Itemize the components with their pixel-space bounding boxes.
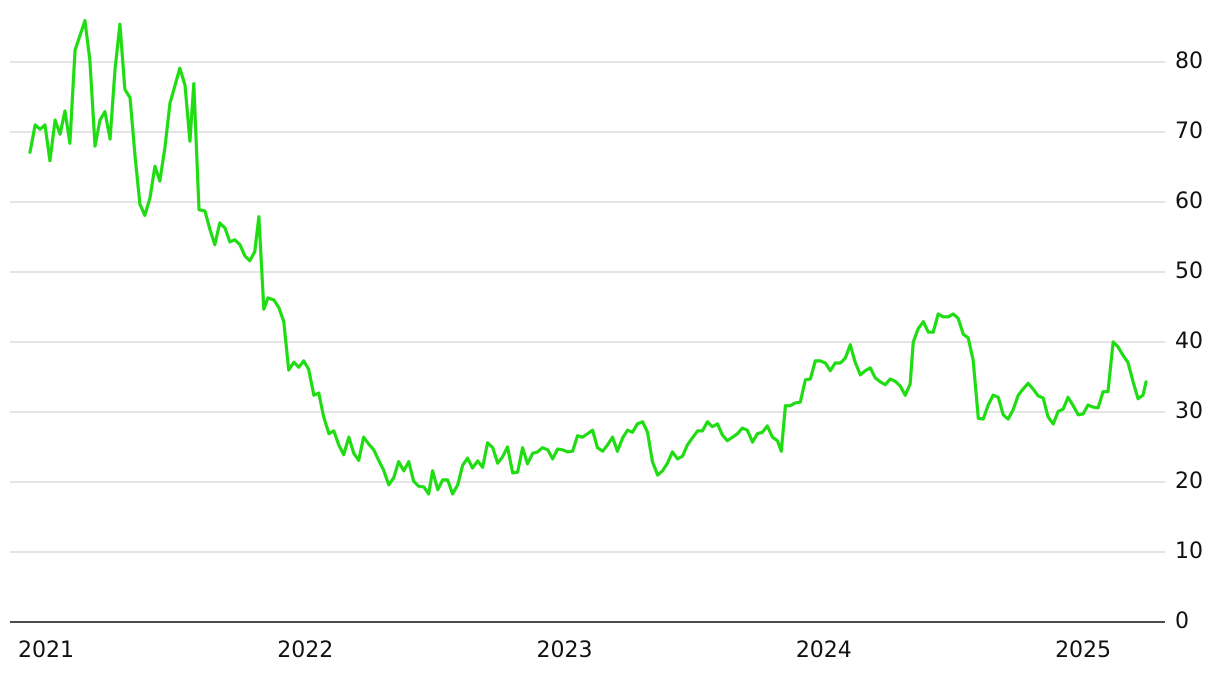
y-tick-label: 80 bbox=[1175, 49, 1203, 74]
y-tick-label: 70 bbox=[1175, 119, 1203, 144]
price-line bbox=[28, 19, 1148, 496]
x-tick-label: 2022 bbox=[277, 638, 333, 663]
y-tick-label: 0 bbox=[1175, 609, 1189, 634]
y-tick-label: 30 bbox=[1175, 399, 1203, 424]
y-tick-label: 20 bbox=[1175, 469, 1203, 494]
x-tick-label: 2024 bbox=[796, 638, 852, 663]
y-tick-label: 50 bbox=[1175, 259, 1203, 284]
y-tick-label: 40 bbox=[1175, 329, 1203, 354]
x-tick-label: 2023 bbox=[537, 638, 593, 663]
y-tick-label: 60 bbox=[1175, 189, 1203, 214]
x-tick-label: 2021 bbox=[18, 638, 74, 663]
x-tick-label: 2025 bbox=[1055, 638, 1111, 663]
y-tick-label: 10 bbox=[1175, 539, 1203, 564]
